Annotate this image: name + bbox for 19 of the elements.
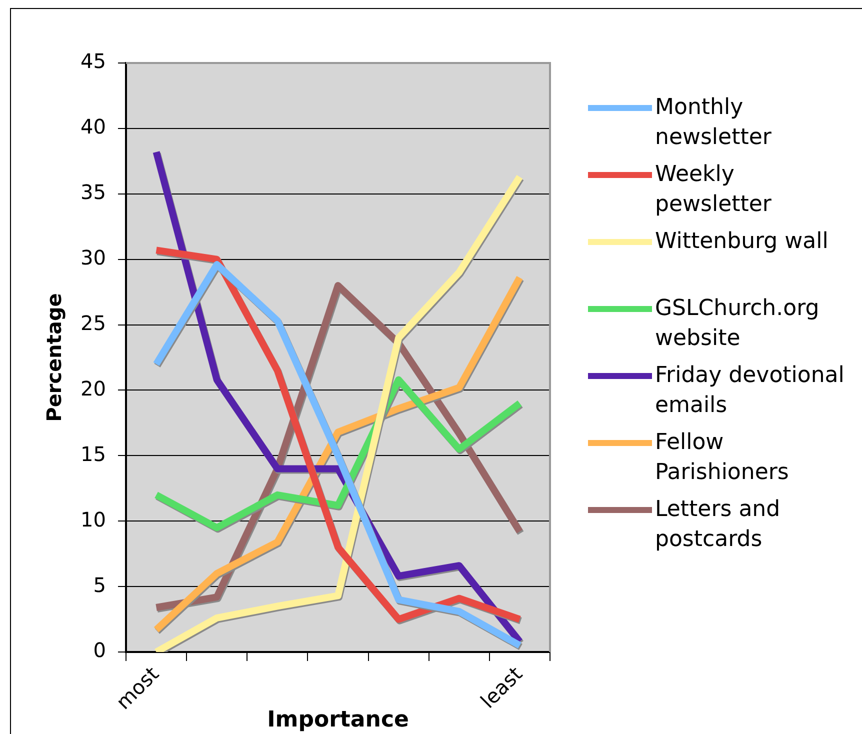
- legend-label: GSLChurch.org website: [655, 295, 820, 353]
- y-tick-label: 5: [93, 572, 106, 597]
- legend-label: Wittenburg wall: [655, 228, 830, 256]
- y-axis-title: Percentage: [42, 293, 66, 422]
- y-tick-label: 35: [80, 180, 106, 204]
- y-tick-label: 20: [80, 376, 106, 400]
- legend-label: Weekly pewsletter: [655, 161, 772, 219]
- y-tick-label: 40: [80, 114, 106, 139]
- y-tick-label: 25: [80, 310, 106, 335]
- legend-label: Fellow Parishioners: [655, 429, 790, 487]
- y-tick-label: 45: [80, 49, 106, 74]
- x-axis-title: Importance: [267, 708, 409, 733]
- y-tick-label: 10: [80, 507, 106, 532]
- legend-label: Friday devotional emails: [655, 362, 846, 420]
- y-tick-label: 15: [80, 442, 106, 466]
- legend-label: Letters and postcards: [655, 496, 782, 554]
- legend-label: Monthly newsletter: [655, 94, 772, 152]
- y-tick-label: 30: [80, 246, 106, 270]
- y-tick-label: 0: [93, 638, 106, 662]
